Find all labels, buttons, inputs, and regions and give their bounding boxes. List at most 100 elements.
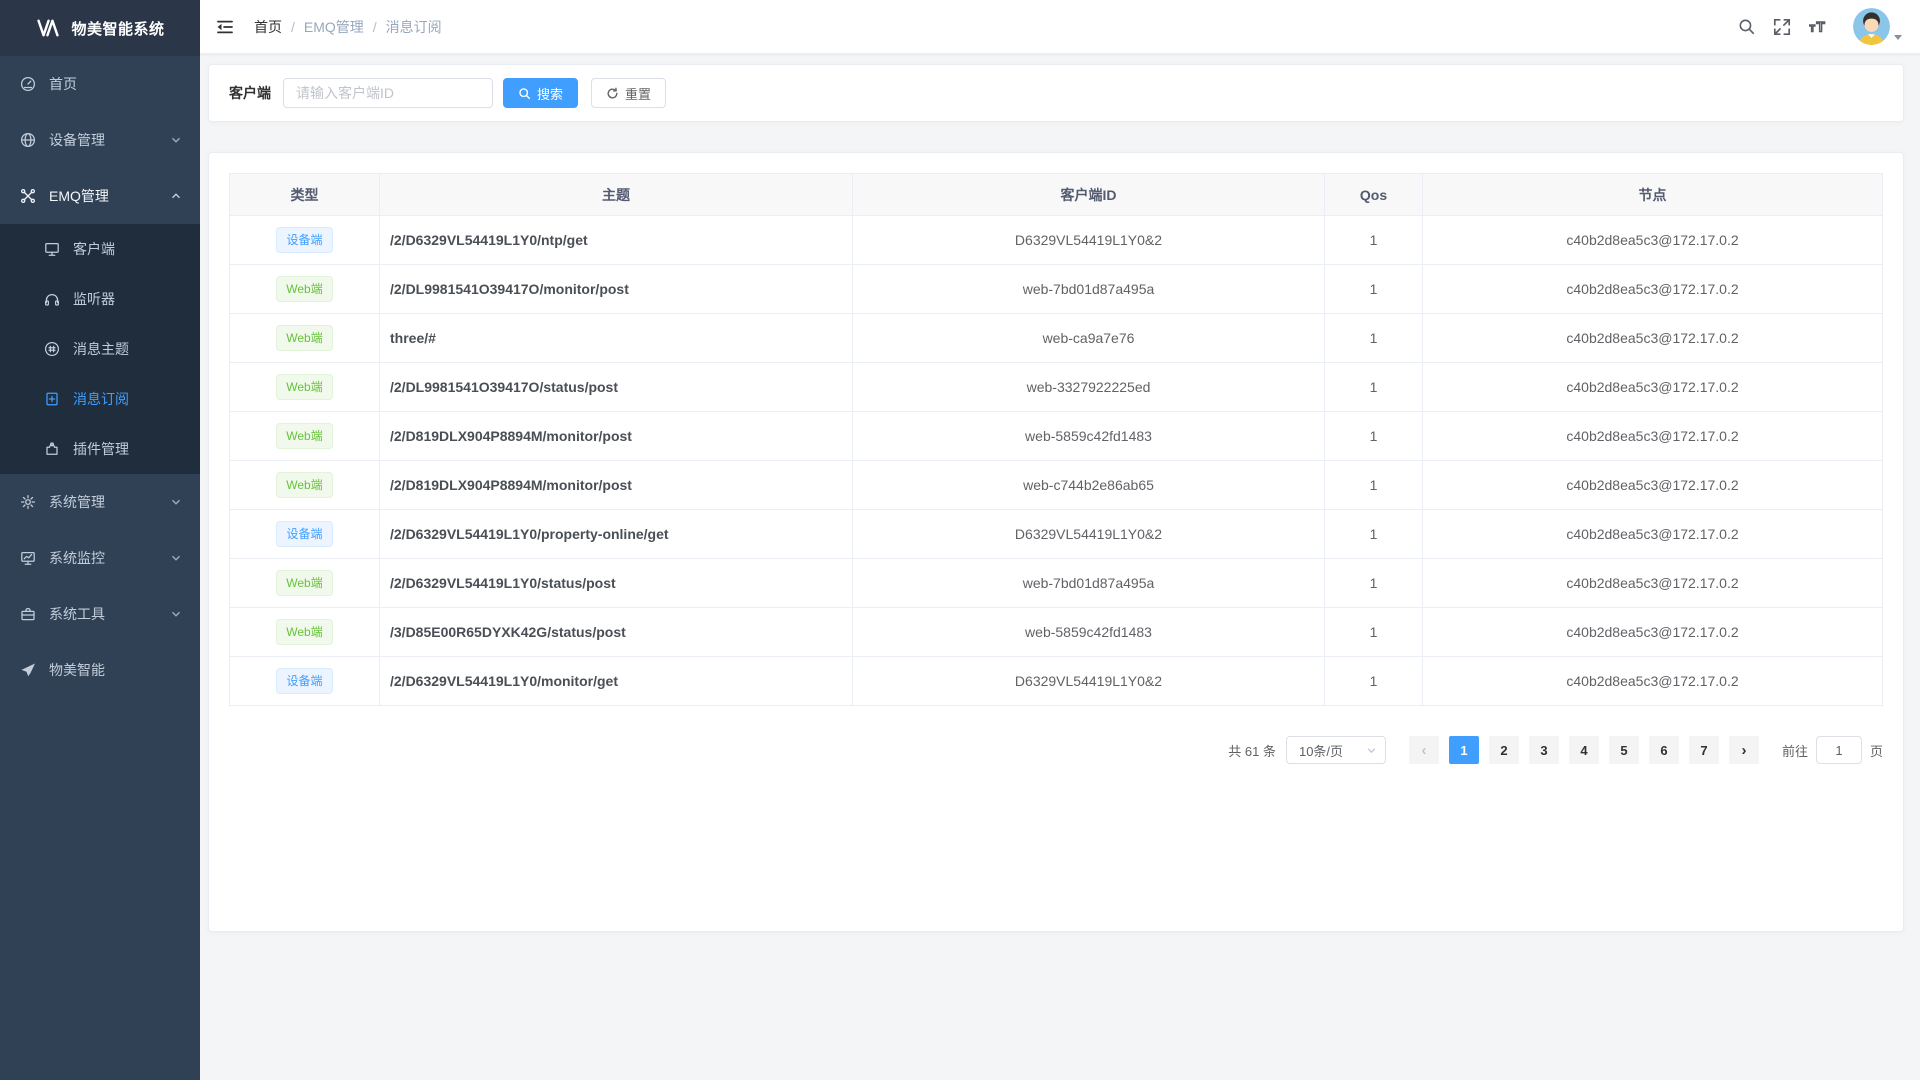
client-id-cell: D6329VL54419L1Y0&2	[852, 215, 1325, 265]
page-button-1[interactable]: 1	[1448, 736, 1479, 764]
breadcrumb-emq: EMQ管理	[303, 18, 364, 35]
breadcrumb-separator: /	[291, 18, 295, 35]
node-cell: c40b2d8ea5c3@172.17.0.2	[1422, 460, 1883, 510]
page-button-3[interactable]: 3	[1528, 736, 1559, 764]
puzzle-icon	[44, 441, 60, 457]
chevron-down-icon	[170, 608, 182, 620]
user-menu[interactable]	[1853, 8, 1902, 45]
qos-cell: 1	[1324, 460, 1423, 510]
sidebar-item-label: EMQ管理	[49, 188, 109, 204]
avatar	[1853, 8, 1890, 45]
submenu-emq-mgmt: 客户端监听器消息主题消息订阅插件管理	[0, 224, 200, 474]
subscription-table: 类型 主题 客户端ID Qos 节点 设备端 /2/D6329VL54419L1…	[229, 173, 1883, 706]
sidebar-item-emq-plugin[interactable]: 插件管理	[0, 424, 200, 474]
client-id-input[interactable]	[283, 78, 493, 108]
goto-page-input[interactable]	[1815, 736, 1862, 764]
sidebar-item-label: 系统管理	[49, 494, 105, 510]
col-header-topic: 主题	[379, 173, 853, 216]
col-header-node: 节点	[1422, 173, 1883, 216]
col-header-type: 类型	[229, 173, 380, 216]
chevron-up-icon	[170, 190, 182, 202]
client-monitor-icon	[44, 241, 60, 257]
next-page-button[interactable]: ›	[1728, 736, 1759, 764]
app-logo[interactable]: 物美智能系统	[0, 0, 200, 56]
type-tag: 设备端	[276, 521, 333, 547]
topic-cell: /2/D819DLX904P8894M/monitor/post	[379, 460, 853, 510]
gear-icon	[20, 494, 36, 510]
client-id-cell: web-ca9a7e76	[852, 313, 1325, 363]
sidebar-item-emq-subscription[interactable]: 消息订阅	[0, 374, 200, 424]
table-row: Web端 /3/D85E00R65DYXK42G/status/post web…	[229, 607, 1883, 657]
topic-cell: /2/D6329VL54419L1Y0/status/post	[379, 558, 853, 608]
node-cell: c40b2d8ea5c3@172.17.0.2	[1422, 607, 1883, 657]
sidebar-item-wumei-smart[interactable]: 物美智能	[0, 642, 200, 698]
page-button-7[interactable]: 7	[1688, 736, 1719, 764]
node-cell: c40b2d8ea5c3@172.17.0.2	[1422, 215, 1883, 265]
sidebar-item-emq-listener[interactable]: 监听器	[0, 274, 200, 324]
breadcrumb-current: 消息订阅	[385, 18, 442, 35]
sidebar-item-label: 监听器	[73, 291, 115, 307]
sidebar-item-emq-mgmt[interactable]: EMQ管理	[0, 168, 200, 224]
type-tag: Web端	[276, 374, 333, 400]
page-size-select[interactable]: 10条/页	[1285, 736, 1386, 764]
main-content: 客户端 搜索 重置 类型 主题 客户端ID Qos 节点	[200, 54, 1920, 1080]
dashboard-icon	[20, 76, 36, 92]
search-icon[interactable]	[1738, 18, 1755, 35]
page-button-5[interactable]: 5	[1608, 736, 1639, 764]
topic-cell: /2/D6329VL54419L1Y0/ntp/get	[379, 215, 853, 265]
sidebar-item-system-monitor[interactable]: 系统监控	[0, 530, 200, 586]
page-button-4[interactable]: 4	[1568, 736, 1599, 764]
chevron-down-icon	[1367, 747, 1376, 753]
sidebar-item-label: 消息主题	[73, 341, 129, 357]
sidebar-item-label: 物美智能	[49, 662, 105, 678]
topic-cell: /2/D819DLX904P8894M/monitor/post	[379, 411, 853, 461]
caret-down-icon	[1894, 35, 1902, 40]
type-tag: Web端	[276, 472, 333, 498]
sidebar-item-device-mgmt[interactable]: 设备管理	[0, 112, 200, 168]
breadcrumb-home[interactable]: 首页	[254, 18, 282, 35]
sidebar-toggle-button[interactable]	[200, 0, 250, 53]
col-header-client: 客户端ID	[852, 173, 1325, 216]
bookmark-plus-icon	[44, 391, 60, 407]
fullscreen-icon[interactable]	[1773, 18, 1791, 36]
node-cell: c40b2d8ea5c3@172.17.0.2	[1422, 558, 1883, 608]
sidebar-item-home[interactable]: 首页	[0, 56, 200, 112]
sidebar: 物美智能系统 首页设备管理 EMQ管理客户端监听器消息主题消息订阅插件管理系统管理…	[0, 0, 200, 1080]
sidebar-item-system-tools[interactable]: 系统工具	[0, 586, 200, 642]
page-button-2[interactable]: 2	[1488, 736, 1519, 764]
goto-unit-label: 页	[1869, 743, 1883, 759]
table-row: 设备端 /2/D6329VL54419L1Y0/ntp/get D6329VL5…	[229, 215, 1883, 265]
topic-cell: /2/D6329VL54419L1Y0/monitor/get	[379, 656, 853, 706]
chevron-down-icon	[170, 496, 182, 508]
qos-cell: 1	[1324, 411, 1423, 461]
table-row: 设备端 /2/D6329VL54419L1Y0/property-online/…	[229, 509, 1883, 559]
search-button[interactable]: 搜索	[503, 78, 579, 108]
type-tag: Web端	[276, 276, 333, 302]
table-row: Web端 /2/DL9981541O39417O/status/post web…	[229, 362, 1883, 412]
table-row: Web端 /2/D819DLX904P8894M/monitor/post we…	[229, 460, 1883, 510]
headphones-icon	[44, 291, 60, 307]
table-header-row: 类型 主题 客户端ID Qos 节点	[229, 173, 1883, 216]
page-button-6[interactable]: 6	[1648, 736, 1679, 764]
refresh-icon	[607, 87, 618, 98]
type-tag: 设备端	[276, 668, 333, 694]
table-row: Web端 /2/DL9981541O39417O/monitor/post we…	[229, 264, 1883, 314]
qos-cell: 1	[1324, 509, 1423, 559]
client-id-cell: web-5859c42fd1483	[852, 607, 1325, 657]
svg-text:T: T	[1810, 23, 1816, 33]
client-id-cell: web-7bd01d87a495a	[852, 264, 1325, 314]
prev-page-button[interactable]: ‹	[1408, 736, 1439, 764]
emq-icon	[20, 188, 36, 204]
font-size-icon[interactable]: T T	[1809, 19, 1829, 35]
sidebar-item-emq-client[interactable]: 客户端	[0, 224, 200, 274]
sidebar-item-system-mgmt[interactable]: 系统管理	[0, 474, 200, 530]
reset-button[interactable]: 重置	[591, 78, 667, 108]
sidebar-item-emq-topic[interactable]: 消息主题	[0, 324, 200, 374]
hash-circle-icon	[44, 341, 60, 357]
type-tag: Web端	[276, 570, 333, 596]
chevron-down-icon	[170, 134, 182, 146]
sidebar-item-label: 消息订阅	[73, 391, 129, 407]
sidebar-item-label: 设备管理	[49, 132, 105, 148]
type-tag: Web端	[276, 423, 333, 449]
